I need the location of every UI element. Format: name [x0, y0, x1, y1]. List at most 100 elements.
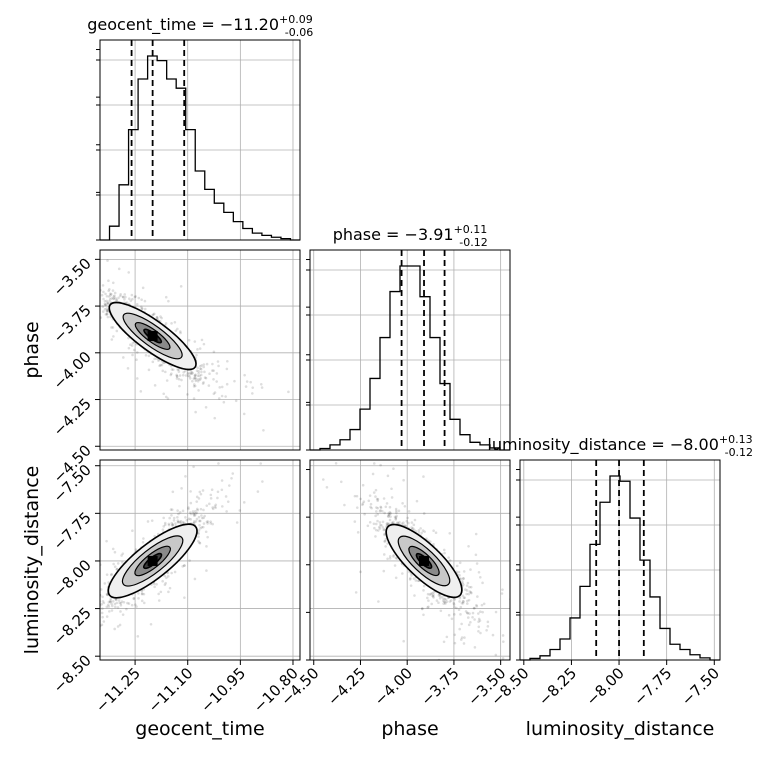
scatter-point	[233, 379, 236, 383]
scatter-point	[193, 376, 197, 380]
scatter-point	[410, 574, 413, 577]
scatter-point	[442, 548, 446, 552]
title-minus-phase: -0.12	[459, 236, 487, 249]
scatter-point	[95, 610, 98, 613]
scatter-point	[259, 462, 263, 465]
scatter-point	[379, 506, 383, 510]
scatter-point	[466, 581, 470, 585]
scatter-point	[177, 368, 180, 371]
scatter-point	[113, 605, 117, 609]
scatter-point	[106, 309, 109, 313]
scatter-point	[176, 368, 179, 371]
x-tick-label: −7.50	[678, 664, 723, 709]
scatter-point	[113, 294, 116, 298]
scatter-point	[415, 499, 419, 503]
scatter-point	[193, 384, 197, 388]
scatter-point	[256, 490, 260, 493]
scatter-point	[385, 522, 389, 526]
scatter-point	[209, 520, 212, 523]
scatter-point	[151, 313, 154, 317]
title-main-luminosity_distance: luminosity_distance = −8.00	[487, 435, 718, 455]
scatter-point	[127, 336, 130, 340]
scatter-point	[190, 372, 193, 376]
scatter-point	[166, 397, 170, 400]
scatter-point	[325, 486, 329, 489]
scatter-point	[100, 623, 104, 627]
scatter-point	[450, 617, 454, 621]
scatter-point	[393, 515, 397, 519]
scatter-point	[113, 602, 117, 606]
scatter-point	[120, 600, 124, 603]
scatter-point	[375, 497, 379, 501]
scatter-point	[69, 250, 72, 253]
scatter-point	[394, 556, 398, 560]
scatter-point	[444, 598, 448, 601]
scatter-point	[359, 570, 362, 574]
scatter-point	[192, 512, 195, 515]
scatter-point	[194, 376, 197, 380]
scatter-point	[212, 377, 215, 381]
scatter-point	[231, 472, 235, 475]
scatter-point	[384, 505, 388, 509]
scatter-point	[220, 394, 224, 398]
scatter-point	[390, 521, 394, 525]
scatter-point	[69, 234, 72, 237]
scatter-point	[477, 620, 480, 623]
histogram-panel-phase: phase = −3.91+0.11-0.12	[306, 223, 511, 451]
scatter-point	[197, 497, 201, 500]
scatter-point	[97, 284, 100, 287]
scatter-point	[184, 516, 187, 519]
scatter-point	[367, 499, 371, 503]
scatter-point	[123, 293, 127, 296]
scatter-point	[187, 517, 191, 521]
scatter-point	[382, 497, 386, 500]
scatter-point	[449, 599, 453, 602]
scatter-point	[478, 669, 481, 672]
scatter-point	[412, 523, 416, 527]
scatter-point	[445, 600, 449, 603]
scatter-point	[217, 457, 220, 460]
scatter-point	[445, 635, 449, 639]
scatter-point	[197, 515, 201, 519]
scatter-point	[392, 520, 395, 524]
scatter-point	[118, 601, 122, 605]
scatter-point	[111, 604, 114, 608]
scatter-point	[259, 383, 263, 386]
scatter-point	[163, 523, 167, 527]
scatter-point	[106, 301, 109, 305]
scatter-point	[211, 507, 215, 511]
scatter-point	[466, 611, 469, 615]
scatter-point	[109, 600, 112, 604]
title-luminosity_distance: luminosity_distance = −8.00+0.13	[487, 433, 752, 455]
histogram-panel-luminosity_distance: luminosity_distance = −8.00+0.13-0.12	[487, 433, 753, 661]
scatter-point	[200, 516, 204, 520]
scatter-point	[133, 295, 137, 299]
scatter-point	[477, 612, 480, 615]
x-tick-label: −7.75	[630, 664, 675, 709]
scatter-point	[113, 291, 117, 295]
y-tick-label: −4.25	[50, 395, 95, 440]
scatter-point	[203, 376, 207, 379]
scatter-point	[187, 338, 191, 342]
scatter-point	[132, 597, 136, 601]
scatter-point	[119, 294, 122, 298]
scatter-point	[103, 582, 107, 585]
scatter-point	[397, 509, 401, 513]
scatter-point	[200, 525, 204, 529]
scatter-point	[216, 490, 220, 494]
scatter-point	[383, 533, 386, 537]
scatter-point	[468, 612, 471, 615]
scatter-point	[245, 451, 248, 454]
scatter-point	[176, 520, 180, 524]
scatter-point	[455, 564, 459, 568]
scatter-point	[101, 305, 105, 308]
scatter-point	[485, 628, 488, 632]
scatter-point	[170, 508, 174, 511]
scatter-point	[169, 373, 173, 377]
scatter-point	[151, 360, 155, 364]
scatter-point	[162, 361, 165, 365]
scatter-point	[141, 541, 145, 544]
scatter-point	[155, 583, 158, 586]
scatter-point	[191, 379, 194, 383]
scatter-point	[96, 299, 99, 302]
